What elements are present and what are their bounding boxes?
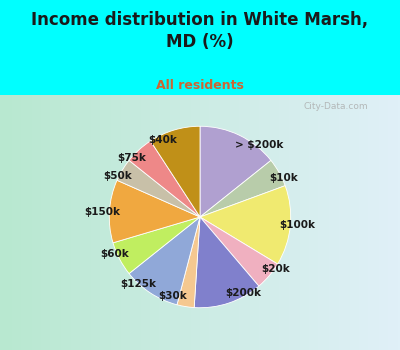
Wedge shape xyxy=(194,217,259,308)
Wedge shape xyxy=(113,217,200,274)
Text: $200k: $200k xyxy=(225,288,261,298)
Text: $40k: $40k xyxy=(148,135,177,146)
Wedge shape xyxy=(109,180,200,243)
Text: $50k: $50k xyxy=(103,170,132,181)
Wedge shape xyxy=(200,217,278,286)
Text: Income distribution in White Marsh,
MD (%): Income distribution in White Marsh, MD (… xyxy=(32,10,368,51)
Text: $100k: $100k xyxy=(280,220,316,230)
Wedge shape xyxy=(200,126,271,217)
Text: $10k: $10k xyxy=(270,173,298,183)
Text: All residents: All residents xyxy=(156,79,244,92)
Wedge shape xyxy=(117,160,200,217)
Text: $30k: $30k xyxy=(158,291,187,301)
Wedge shape xyxy=(200,186,291,264)
Text: $20k: $20k xyxy=(261,264,290,274)
Wedge shape xyxy=(200,160,285,217)
Wedge shape xyxy=(129,141,200,217)
Text: City-Data.com: City-Data.com xyxy=(303,102,368,111)
Wedge shape xyxy=(150,126,200,217)
Text: $150k: $150k xyxy=(84,207,120,217)
Text: $125k: $125k xyxy=(120,279,156,289)
Text: > $200k: > $200k xyxy=(235,140,283,150)
Text: $60k: $60k xyxy=(100,249,129,259)
Wedge shape xyxy=(129,217,200,305)
Text: $75k: $75k xyxy=(118,153,146,163)
Wedge shape xyxy=(177,217,200,308)
